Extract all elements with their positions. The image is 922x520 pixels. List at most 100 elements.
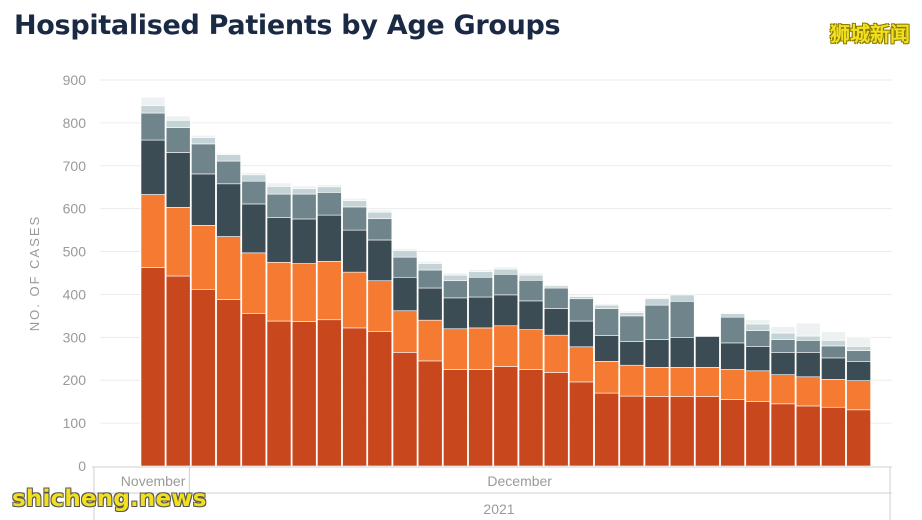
bar-segment bbox=[317, 214, 342, 262]
watermark: shicheng.news bbox=[12, 486, 207, 512]
y-axis-ticks: 0 100 200 300 400 500 600 700 800 900 bbox=[63, 72, 87, 474]
bar-segment bbox=[720, 399, 745, 467]
bar-segment bbox=[191, 225, 216, 290]
bar-segment bbox=[543, 308, 569, 336]
bar-segment bbox=[342, 229, 367, 273]
bar-segment bbox=[669, 396, 695, 467]
bar-segment bbox=[140, 96, 166, 107]
y-tick-label: 600 bbox=[63, 201, 87, 217]
bar-segment bbox=[191, 137, 216, 145]
bar-segment bbox=[846, 409, 871, 467]
bar-segment bbox=[443, 274, 468, 282]
bar-segment bbox=[569, 298, 594, 322]
bar-segment bbox=[846, 350, 871, 362]
bar-segment bbox=[392, 352, 418, 467]
bar-segment bbox=[417, 319, 443, 362]
bar-segment bbox=[543, 285, 569, 289]
bar-segment bbox=[821, 345, 846, 359]
bar-segment bbox=[644, 339, 670, 368]
bar-segment bbox=[417, 269, 443, 289]
y-tick-label: 400 bbox=[63, 286, 87, 302]
bar-segment bbox=[266, 186, 292, 195]
bar-segment bbox=[821, 331, 846, 341]
bar-segment bbox=[493, 294, 519, 327]
bar-segment bbox=[291, 185, 317, 189]
bar-segment bbox=[821, 406, 846, 467]
bar-segment bbox=[165, 207, 191, 277]
bar-segment bbox=[468, 269, 493, 273]
bar-segment bbox=[795, 322, 821, 337]
bar-segment bbox=[569, 381, 594, 467]
bar-segment bbox=[191, 143, 216, 175]
bar-segment bbox=[216, 299, 241, 467]
bar-segment bbox=[720, 342, 745, 370]
bar-segment bbox=[619, 315, 645, 342]
bar-segment bbox=[468, 271, 493, 278]
bar-segment bbox=[392, 250, 418, 258]
bar-segment bbox=[569, 296, 594, 300]
bar-segment bbox=[493, 273, 519, 296]
bar-segment bbox=[241, 172, 267, 176]
bar-segment bbox=[795, 335, 821, 341]
bar-segment bbox=[216, 183, 241, 237]
bar-segment bbox=[417, 287, 443, 321]
bar-segment bbox=[770, 374, 796, 405]
bar-segment bbox=[165, 275, 191, 467]
bar-segment bbox=[619, 310, 645, 313]
bar-segment bbox=[695, 336, 720, 368]
bar-segment bbox=[518, 274, 544, 281]
y-tick-label: 900 bbox=[63, 72, 87, 88]
bar-segment bbox=[518, 329, 544, 370]
y-tick-label: 100 bbox=[63, 415, 87, 431]
y-tick-label: 300 bbox=[63, 329, 87, 345]
bar-segment bbox=[443, 369, 468, 467]
bars-layer bbox=[140, 96, 871, 467]
bar-segment bbox=[795, 376, 821, 407]
bar-segment bbox=[367, 280, 393, 332]
bar-segment bbox=[468, 296, 493, 329]
x-month-label: November bbox=[121, 473, 186, 489]
bar-segment bbox=[392, 256, 418, 278]
bar-segment bbox=[745, 330, 771, 347]
bar-segment bbox=[543, 372, 569, 467]
bar-segment bbox=[669, 293, 695, 296]
bar-segment bbox=[417, 263, 443, 271]
bar-segment bbox=[594, 308, 619, 336]
y-tick-label: 500 bbox=[63, 244, 87, 260]
bar-segment bbox=[266, 193, 292, 218]
bar-segment bbox=[518, 272, 544, 276]
bar-segment bbox=[543, 334, 569, 373]
bar-segment bbox=[140, 267, 166, 467]
y-tick-label: 0 bbox=[78, 458, 86, 474]
x-year-label: 2021 bbox=[483, 501, 514, 517]
bar-segment bbox=[770, 326, 796, 334]
bar-segment bbox=[367, 331, 393, 467]
bar-segment bbox=[216, 154, 241, 162]
bar-segment bbox=[644, 297, 670, 300]
bar-segment bbox=[216, 236, 241, 300]
bar-segment bbox=[443, 297, 468, 330]
bar-segment bbox=[518, 279, 544, 302]
bar-segment bbox=[392, 276, 418, 312]
bar-segment bbox=[493, 266, 519, 270]
bar-segment bbox=[846, 337, 871, 347]
bar-segment bbox=[795, 340, 821, 353]
bar-segment bbox=[443, 328, 468, 370]
bar-segment bbox=[468, 327, 493, 370]
bar-segment bbox=[291, 218, 317, 264]
bar-segment bbox=[165, 115, 191, 121]
bar-segment bbox=[266, 261, 292, 322]
y-tick-label: 700 bbox=[63, 158, 87, 174]
bar-segment bbox=[443, 272, 468, 276]
bar-segment bbox=[821, 340, 846, 347]
bar-segment bbox=[317, 186, 342, 193]
bar-segment bbox=[669, 294, 695, 302]
bar-segment bbox=[216, 160, 241, 185]
bar-segment bbox=[594, 392, 619, 467]
bar-segment bbox=[367, 211, 393, 219]
bar-segment bbox=[165, 152, 191, 208]
bar-segment bbox=[317, 184, 342, 188]
bar-segment bbox=[720, 312, 745, 315]
bar-segment bbox=[140, 105, 166, 114]
bar-segment bbox=[291, 263, 317, 322]
